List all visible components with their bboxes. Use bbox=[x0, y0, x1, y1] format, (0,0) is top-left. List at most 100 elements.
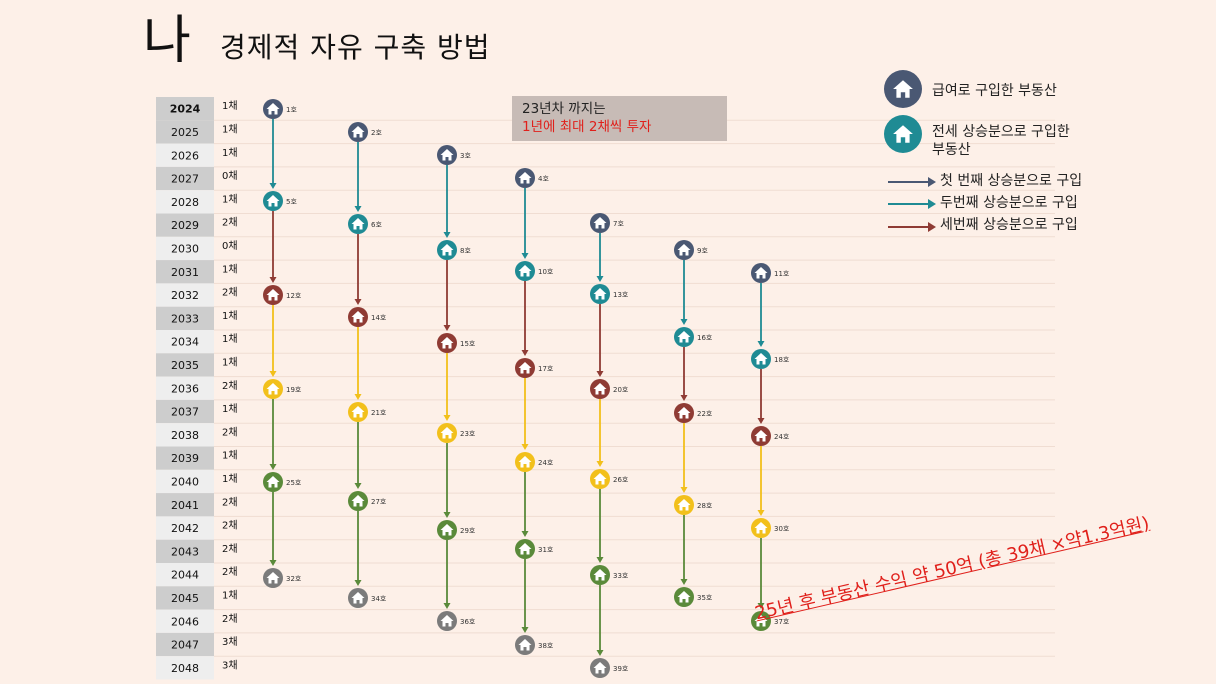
house-label: 24호 bbox=[774, 433, 790, 441]
chain-arrowhead bbox=[521, 627, 529, 633]
house-label: 10호 bbox=[538, 268, 554, 276]
count-label: 1채 bbox=[222, 123, 238, 135]
year-label: 2038 bbox=[171, 429, 199, 442]
house-icon-teal bbox=[884, 115, 922, 153]
house-icon bbox=[518, 172, 532, 184]
count-label: 0채 bbox=[222, 240, 238, 252]
year-label: 2042 bbox=[171, 522, 199, 535]
house-icon bbox=[593, 288, 607, 300]
year-cell bbox=[156, 423, 214, 447]
count-label: 1채 bbox=[222, 333, 238, 345]
chain-arrowhead bbox=[596, 276, 604, 282]
house-label: 14호 bbox=[371, 314, 387, 322]
legend-second-label: 두번째 상승분으로 구입 bbox=[940, 195, 1078, 211]
house-label: 12호 bbox=[286, 292, 302, 300]
year-label: 2046 bbox=[171, 615, 199, 628]
house-label: 24호 bbox=[538, 459, 554, 467]
year-label: 2044 bbox=[171, 569, 199, 582]
chain-arrowhead bbox=[354, 580, 362, 586]
count-label: 2채 bbox=[222, 380, 238, 392]
year-label: 2032 bbox=[171, 289, 199, 302]
chain-arrowhead bbox=[521, 531, 529, 537]
house-label: 9호 bbox=[697, 247, 708, 255]
year-cell bbox=[156, 166, 214, 191]
year-cell bbox=[156, 236, 214, 261]
count-label: 2채 bbox=[222, 543, 238, 555]
year-cell bbox=[156, 143, 214, 167]
arrow-icon-teal bbox=[888, 199, 936, 209]
count-label: 1채 bbox=[222, 473, 238, 485]
house-icon bbox=[440, 244, 454, 256]
year-label: 2047 bbox=[171, 639, 199, 652]
house-icon bbox=[440, 427, 454, 439]
house-label: 25호 bbox=[286, 479, 302, 487]
house-label: 33호 bbox=[613, 572, 629, 580]
year-cell bbox=[156, 120, 214, 144]
house-label: 26호 bbox=[613, 476, 629, 484]
house-icon bbox=[754, 353, 768, 365]
count-label: 2채 bbox=[222, 613, 238, 625]
year-label: 2045 bbox=[171, 592, 199, 605]
house-icon bbox=[351, 495, 365, 507]
house-icon bbox=[593, 383, 607, 395]
house-label: 32호 bbox=[286, 575, 302, 583]
house-icon bbox=[677, 499, 691, 511]
chain-arrowhead bbox=[596, 650, 604, 656]
chain-arrowhead bbox=[757, 510, 765, 516]
year-cell bbox=[156, 399, 214, 424]
legend-first-label: 첫 번째 상승분으로 구입 bbox=[940, 173, 1083, 189]
page-title: 경제적 자유 구축 방법 bbox=[220, 31, 491, 64]
year-cell bbox=[156, 469, 214, 494]
chain-arrowhead bbox=[443, 325, 451, 331]
count-label: 2채 bbox=[222, 496, 238, 508]
house-icon bbox=[593, 662, 607, 674]
house-icon bbox=[351, 592, 365, 604]
house-icon bbox=[677, 244, 691, 256]
house-label: 8호 bbox=[460, 247, 471, 255]
count-label: 1채 bbox=[222, 263, 238, 275]
count-label: 1채 bbox=[222, 356, 238, 368]
house-label: 2호 bbox=[371, 129, 382, 137]
house-icon bbox=[518, 639, 532, 651]
chain-arrowhead bbox=[757, 341, 765, 347]
chain-arrowhead bbox=[596, 371, 604, 377]
year-cell bbox=[156, 632, 214, 657]
year-label: 2031 bbox=[171, 266, 199, 279]
house-icon bbox=[440, 149, 454, 161]
house-label: 13호 bbox=[613, 291, 629, 299]
chain-arrowhead bbox=[757, 603, 765, 609]
house-label: 23호 bbox=[460, 430, 476, 438]
year-cell bbox=[156, 609, 214, 633]
chain-arrowhead bbox=[596, 557, 604, 563]
house-icon bbox=[351, 406, 365, 418]
house-icon bbox=[351, 126, 365, 138]
year-cell bbox=[156, 283, 214, 307]
house-icon bbox=[754, 267, 768, 279]
count-label: 1채 bbox=[222, 589, 238, 601]
count-label: 0채 bbox=[222, 170, 238, 182]
chain-arrowhead bbox=[680, 319, 688, 325]
house-icon bbox=[518, 456, 532, 468]
house-label: 22호 bbox=[697, 410, 713, 418]
year-cell bbox=[156, 516, 214, 540]
count-label: 2채 bbox=[222, 287, 238, 299]
house-label: 7호 bbox=[613, 220, 624, 228]
year-cell bbox=[156, 330, 214, 354]
house-label: 5호 bbox=[286, 198, 297, 206]
chain-arrowhead bbox=[443, 415, 451, 421]
year-cell bbox=[156, 353, 214, 377]
chain-arrowhead bbox=[269, 560, 277, 566]
chain-arrowhead bbox=[521, 253, 529, 259]
house-icon bbox=[266, 103, 280, 115]
house-label: 34호 bbox=[371, 595, 387, 603]
year-cell bbox=[156, 306, 214, 330]
house-icon bbox=[754, 522, 768, 534]
house-icon bbox=[677, 591, 691, 603]
chain-arrowhead bbox=[596, 461, 604, 467]
chain-arrowhead bbox=[354, 394, 362, 400]
legend-deposit-label: 전세 상승분으로 구입한 부동산 bbox=[932, 124, 1070, 158]
house-icon-navy bbox=[884, 70, 922, 108]
count-label: 2채 bbox=[222, 566, 238, 578]
house-icon bbox=[266, 289, 280, 301]
year-label: 2025 bbox=[171, 126, 199, 139]
